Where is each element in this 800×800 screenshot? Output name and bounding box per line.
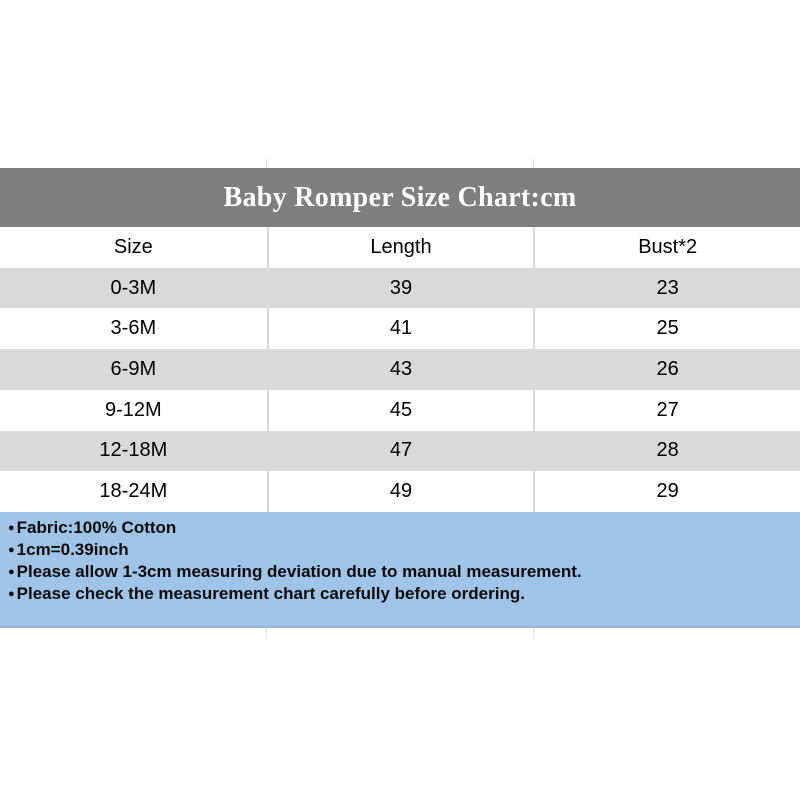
cell-length: 39	[266, 267, 534, 309]
bullet-icon: ●	[8, 566, 15, 578]
cell-length: 45	[266, 389, 534, 431]
note-line-conversion: ● 1cm=0.39inch	[8, 539, 792, 561]
grid-line-remnant	[266, 159, 267, 168]
size-table: Size Length Bust*2 0-3M 39 23 3-6M 41 25…	[0, 227, 800, 512]
table-row: 12-18M 47 28	[0, 430, 800, 472]
note-line-deviation: ● Please allow 1-3cm measuring deviation…	[8, 561, 792, 583]
grid-line-remnant	[266, 628, 267, 638]
column-header-length: Length	[266, 227, 534, 268]
chart-title-banner: Baby Romper Size Chart:cm	[0, 168, 800, 227]
cell-bust: 27	[533, 389, 800, 431]
cell-length: 43	[266, 349, 534, 390]
table-row: 9-12M 45 27	[0, 389, 800, 431]
notes-panel: ● Fabric:100% Cotton ● 1cm=0.39inch ● Pl…	[0, 512, 800, 628]
cell-size: 9-12M	[104, 398, 162, 421]
bullet-icon: ●	[8, 588, 15, 600]
note-line-fabric: ● Fabric:100% Cotton	[8, 517, 792, 539]
column-header-size: Size	[113, 235, 153, 258]
cell-size: 3-6M	[110, 317, 157, 340]
note-text: 1cm=0.39inch	[16, 540, 129, 559]
grid-line-remnant	[533, 159, 534, 168]
note-line-check-chart: ● Please check the measurement chart car…	[8, 583, 792, 605]
note-text: Fabric:100% Cotton	[16, 518, 177, 537]
cell-length: 49	[266, 471, 534, 512]
cell-size: 12-18M	[99, 439, 168, 462]
cell-bust: 25	[533, 308, 800, 350]
note-text: Please allow 1-3cm measuring deviation d…	[16, 562, 582, 581]
chart-title: Baby Romper Size Chart:cm	[223, 181, 577, 213]
cell-bust: 26	[533, 349, 800, 390]
cell-size: 0-3M	[110, 276, 157, 299]
cell-bust: 29	[533, 471, 800, 512]
bullet-icon: ●	[8, 522, 15, 534]
cell-bust: 28	[533, 430, 800, 472]
table-row: 0-3M 39 23	[0, 267, 800, 309]
note-text: Please check the measurement chart caref…	[16, 584, 525, 603]
table-row: 3-6M 41 25	[0, 308, 800, 350]
cell-length: 41	[266, 308, 534, 350]
bullet-icon: ●	[8, 544, 15, 556]
cell-length: 47	[266, 430, 534, 472]
grid-line-remnant	[533, 628, 534, 638]
cell-size: 6-9M	[110, 357, 157, 380]
table-header-row: Size Length Bust*2	[0, 227, 800, 268]
column-header-bust: Bust*2	[533, 227, 800, 268]
cell-bust: 23	[533, 267, 800, 309]
cell-size: 18-24M	[99, 480, 168, 503]
table-row: 18-24M 49 29	[0, 471, 800, 512]
table-row: 6-9M 43 26	[0, 349, 800, 390]
